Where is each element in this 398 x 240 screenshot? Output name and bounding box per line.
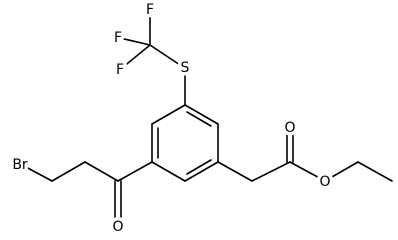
atom-label: O — [319, 174, 330, 190]
bond — [149, 44, 184, 68]
bond — [51, 161, 86, 182]
atom-label: O — [112, 219, 123, 235]
bond — [151, 104, 186, 125]
bond — [289, 161, 326, 182]
atom-label: O — [284, 120, 295, 136]
atom-label: F — [146, 2, 154, 18]
atom-label: S — [181, 60, 190, 76]
bond — [117, 161, 153, 182]
atom-labels: F F F S O O O Br — [9, 0, 334, 238]
bond — [151, 161, 186, 182]
bond — [251, 161, 291, 182]
bond — [186, 111, 212, 127]
bond — [119, 37, 151, 46]
bonds — [23, 11, 393, 223]
bond — [184, 161, 219, 182]
atom-label: F — [114, 30, 122, 46]
atom-label: F — [116, 62, 124, 78]
bond — [324, 161, 359, 182]
bond — [217, 161, 253, 182]
bond — [84, 161, 119, 182]
bond — [121, 44, 151, 69]
bond — [23, 165, 53, 182]
bond — [186, 159, 212, 175]
atom-label: Br — [12, 157, 28, 173]
bond — [357, 161, 393, 182]
bond — [184, 104, 219, 125]
